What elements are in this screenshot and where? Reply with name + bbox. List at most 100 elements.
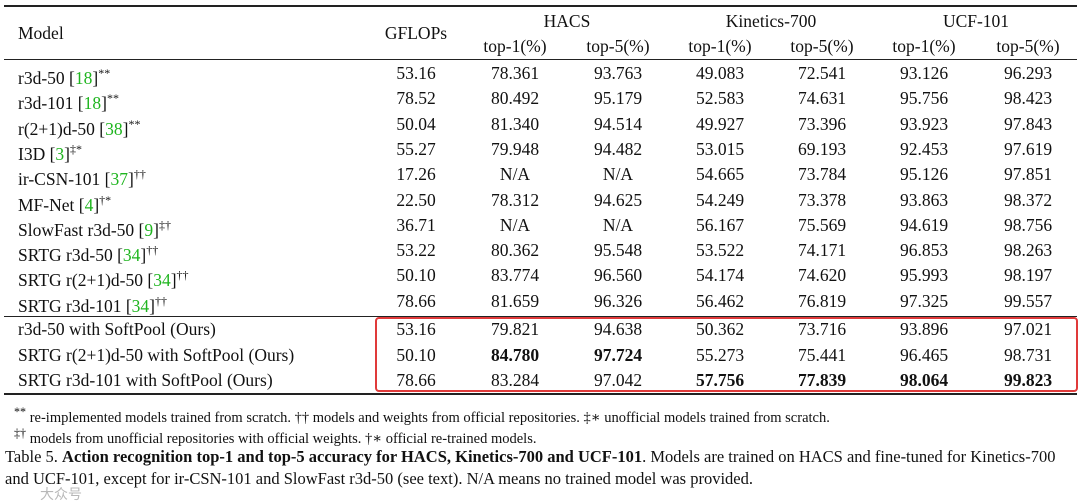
model-name-text: r3d-50 [ — [18, 67, 75, 88]
metric-value: 95.179 — [593, 88, 643, 109]
citation-link: 37 — [110, 169, 129, 190]
header-gflops: GFLOPs — [384, 23, 448, 43]
metric-value: 83.284 — [490, 370, 540, 390]
model-footnote-mark: ** — [98, 66, 111, 80]
metric-value: 98.731 — [1003, 344, 1053, 365]
header-subcol: top-1(%) — [688, 36, 752, 56]
metric-value: 56.167 — [695, 214, 745, 235]
metric-value: 56.462 — [695, 290, 745, 311]
metric-value: 95.993 — [899, 265, 949, 286]
model-name-bracket: ] — [64, 143, 70, 164]
model-name-bracket: ] — [128, 169, 134, 190]
citation-link: 38 — [105, 118, 123, 139]
model-footnote-mark: ‡* — [70, 141, 82, 156]
model-name-text: SlowFast r3d-50 [ — [18, 219, 145, 240]
model-name: r3d-101 [18]** — [18, 87, 119, 114]
model-name: r3d-50 [18]** — [18, 62, 110, 89]
metric-value: 52.583 — [695, 88, 745, 109]
gflops-value: 78.66 — [396, 370, 436, 390]
ours-model-name: r3d-50 with SoftPool (Ours) — [18, 319, 216, 339]
header-group-kinetics: Kinetics-700 — [725, 11, 817, 31]
metric-value: 94.625 — [593, 189, 643, 210]
highlight-box — [375, 317, 1078, 392]
model-footnote-mark: †* — [99, 192, 112, 207]
caption-label: Table 5. — [5, 447, 58, 466]
header-subcol: top-5(%) — [586, 36, 650, 56]
metric-value: 97.724 — [593, 344, 643, 365]
metric-value: 73.716 — [797, 319, 847, 339]
model-footnote-mark: ‡† — [158, 217, 171, 232]
model-name: SRTG r3d-101 [34]†† — [18, 290, 167, 317]
gflops-value: 36.71 — [396, 214, 436, 235]
header-subcol: top-5(%) — [996, 36, 1060, 56]
model-footnote-mark: ** — [106, 91, 119, 106]
metric-value: 96.560 — [593, 265, 643, 286]
metric-value: 54.665 — [695, 164, 745, 185]
citation-link: 34 — [122, 244, 141, 265]
metric-value: 94.619 — [899, 214, 949, 235]
metric-value: 97.042 — [593, 370, 643, 390]
metric-value: 97.619 — [1003, 138, 1053, 159]
model-footnote-mark: †† — [176, 268, 189, 283]
model-name-bracket: ] — [101, 93, 107, 114]
metric-value: 79.948 — [490, 138, 540, 159]
metric-value: 78.361 — [490, 63, 540, 83]
citation-link: 34 — [131, 295, 150, 316]
metric-value: 97.325 — [899, 290, 949, 311]
model-name-text: r3d-101 [ — [18, 93, 84, 114]
metric-value: 95.548 — [593, 240, 643, 261]
header-rule — [4, 59, 1077, 60]
metric-value: 74.620 — [797, 265, 847, 286]
ours-separator-rule — [4, 316, 1077, 317]
metric-value: 97.843 — [1003, 113, 1053, 134]
metric-value: 53.522 — [695, 240, 745, 261]
metric-value: 80.362 — [490, 240, 540, 261]
metric-value: 73.784 — [797, 164, 847, 185]
metric-value: 83.774 — [490, 265, 540, 286]
metric-value: 49.927 — [695, 113, 745, 134]
model-name: I3D [3]‡* — [18, 138, 82, 165]
metric-value: 98.263 — [1003, 240, 1053, 261]
header-group-hacs: HACS — [543, 11, 591, 31]
caption-bold-title: Action recognition top-1 and top-5 accur… — [62, 447, 643, 466]
header-subcol: top-1(%) — [483, 36, 547, 56]
header-group-ucf: UCF-101 — [942, 11, 1010, 31]
table-caption: Table 5. Action recognition top-1 and to… — [5, 446, 1077, 490]
footnote-1: ** re-implemented models trained from sc… — [14, 403, 830, 427]
gflops-value: 50.10 — [396, 344, 436, 365]
metric-value: 98.423 — [1003, 88, 1053, 109]
gflops-value: 17.26 — [396, 164, 436, 185]
citation-link: 4 — [84, 194, 94, 215]
footnote-1-text: re-implemented models trained from scrat… — [26, 409, 830, 426]
metric-value: 99.557 — [1003, 290, 1053, 311]
citation-link: 18 — [83, 93, 102, 114]
model-name-bracket: ] — [92, 67, 99, 88]
metric-value: 98.756 — [1003, 214, 1053, 235]
metric-value: 94.638 — [593, 319, 643, 339]
metric-value: 95.756 — [899, 88, 949, 109]
metric-value: 96.465 — [899, 344, 949, 365]
metric-value: 73.396 — [797, 113, 847, 134]
metric-value: 96.853 — [899, 240, 949, 261]
model-footnote-mark: †† — [146, 243, 159, 258]
metric-value: 49.083 — [695, 63, 745, 83]
metric-value: 74.631 — [797, 88, 847, 109]
metric-value: 53.015 — [695, 138, 745, 159]
model-name-bracket: ] — [149, 295, 155, 316]
metric-value: 84.780 — [490, 344, 540, 365]
citation-link: 18 — [74, 67, 93, 88]
footnote-1-mark: ** — [14, 405, 27, 419]
model-footnote-mark: †† — [133, 167, 146, 182]
ours-model-name: SRTG r(2+1)d-50 with SoftPool (Ours) — [18, 344, 295, 365]
metric-value: 96.293 — [1003, 63, 1053, 83]
header-subcol: top-1(%) — [892, 36, 956, 56]
metric-value: 93.863 — [899, 189, 949, 210]
metric-value: 72.541 — [797, 63, 847, 83]
gflops-value: 22.50 — [396, 189, 436, 210]
metric-value: 77.839 — [797, 370, 847, 390]
metric-value: 98.372 — [1003, 189, 1053, 210]
footnote-2-text: models from unofficial repositories with… — [26, 430, 537, 447]
top-rule — [4, 5, 1077, 7]
citation-link: 9 — [144, 219, 154, 240]
footnote-2: ‡† models from unofficial repositories w… — [14, 424, 536, 448]
